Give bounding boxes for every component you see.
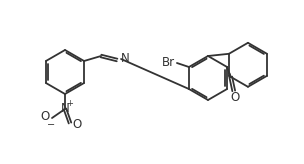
Text: +: +	[67, 99, 74, 107]
Text: N: N	[121, 52, 130, 65]
Text: O: O	[230, 91, 239, 104]
Text: −: −	[47, 120, 55, 130]
Text: N: N	[60, 102, 69, 114]
Text: Br: Br	[162, 55, 175, 69]
Text: O: O	[72, 117, 82, 131]
Text: O: O	[40, 111, 50, 123]
